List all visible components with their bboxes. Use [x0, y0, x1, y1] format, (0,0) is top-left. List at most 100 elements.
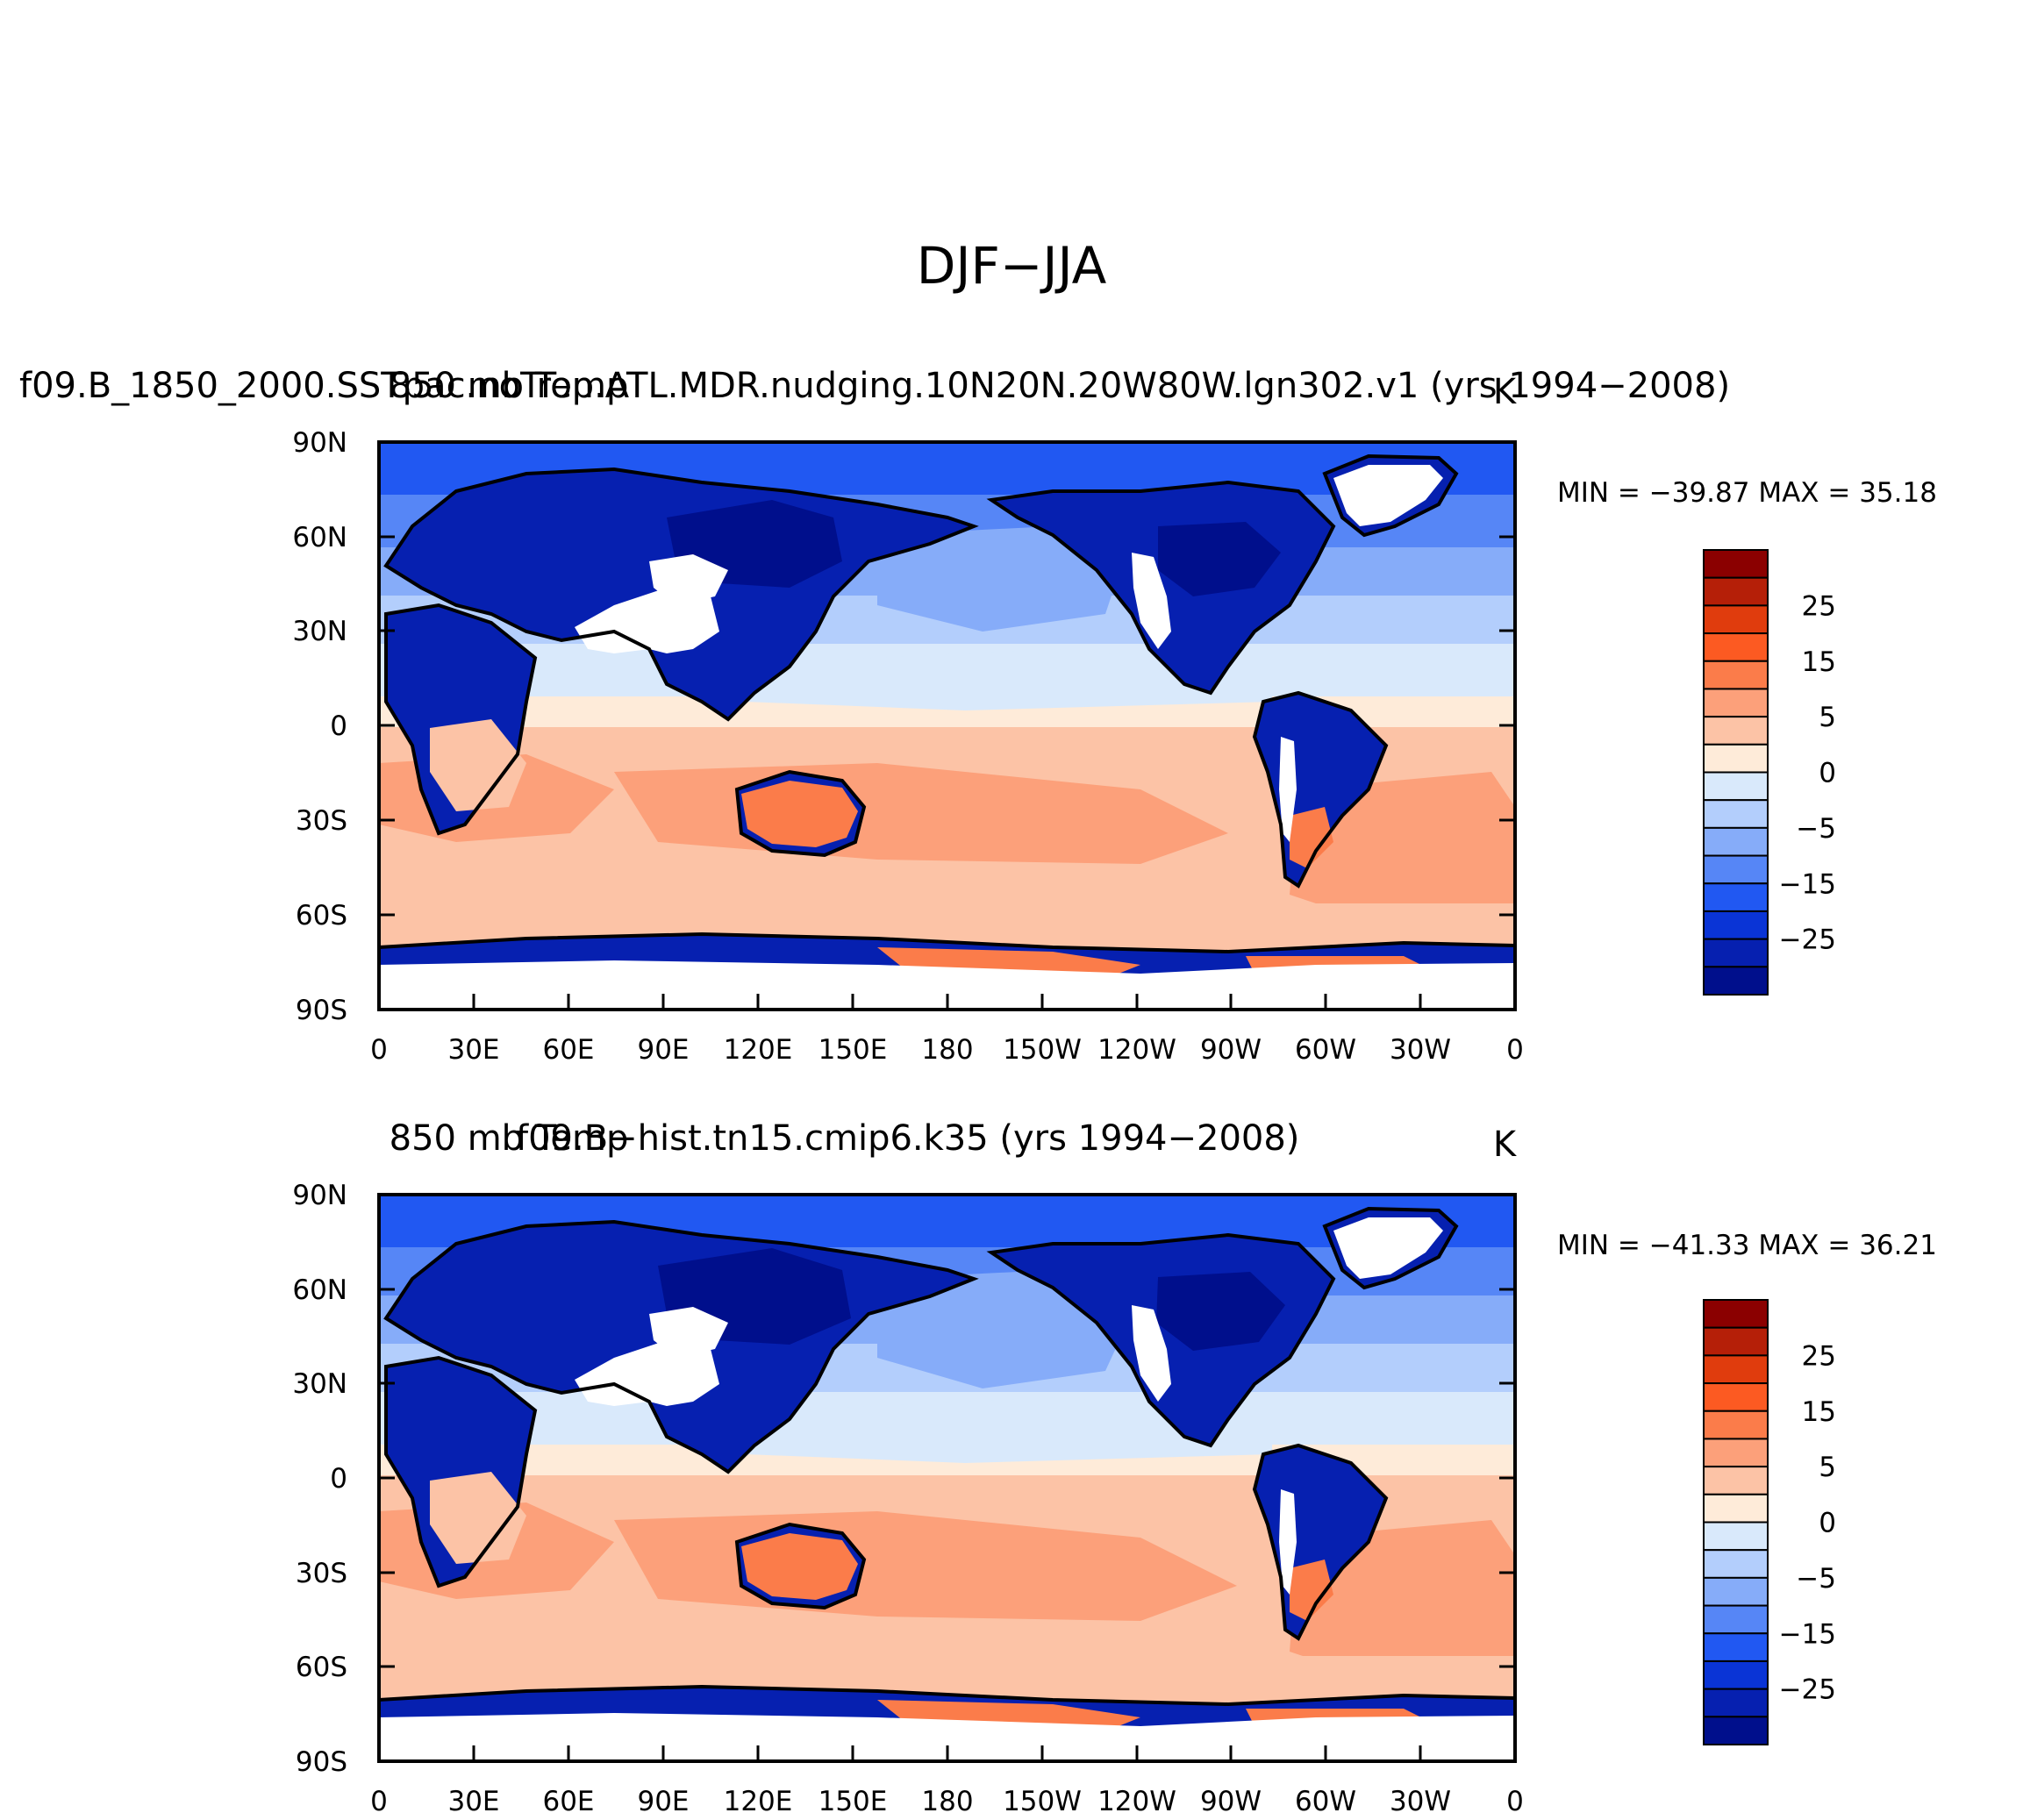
colorbar-swatch: [1703, 1438, 1769, 1468]
panel-1: 850 mb Temp f09.B_1850_2000.SSTpac.noTro…: [19, 366, 1937, 1066]
colorbar-label: 25: [1802, 1340, 1836, 1372]
lon-label: 120W: [1097, 1786, 1176, 1816]
lon-label: 0: [370, 1034, 388, 1066]
colorbar-swatch: [1703, 743, 1769, 774]
colorbar-swatch: [1703, 1382, 1769, 1412]
lon-label: 30W: [1390, 1034, 1451, 1066]
colorbar-swatch: [1703, 1410, 1769, 1440]
figure-title: DJF−JJA: [917, 236, 1107, 296]
colorbar-swatch: [1703, 1659, 1769, 1690]
colorbar-swatch: [1703, 1576, 1769, 1607]
panel-2-lon-axis: 0 30E 60E 90E 120E 150E 180 150W 120W 90…: [370, 1745, 1524, 1817]
panel-2-map: [379, 1195, 1515, 1761]
colorbar-label: 0: [1819, 758, 1836, 789]
colorbar-swatch: [1703, 1604, 1769, 1635]
colorbar-swatch: [1703, 660, 1769, 690]
panel-2-center-string: 850 mb Temp: [390, 1118, 629, 1159]
colorbar-swatch: [1703, 1354, 1769, 1385]
lon-label: 120W: [1097, 1034, 1176, 1066]
colorbar-swatch: [1703, 716, 1769, 746]
panel-2-lat-axis: 90N 60N 30N 0 30S 60S 90S: [292, 1180, 1515, 1778]
lat-label: 90S: [296, 1746, 347, 1778]
colorbar-label: 15: [1802, 646, 1836, 678]
colorbar-swatch: [1703, 882, 1769, 912]
lon-label: 60E: [542, 1034, 594, 1066]
colorbar-swatch: [1703, 1632, 1769, 1662]
colorbar-swatch: [1703, 632, 1769, 662]
colorbar-swatch: [1703, 854, 1769, 885]
lon-label: 90W: [1200, 1786, 1262, 1816]
colorbar-swatch: [1703, 1549, 1769, 1579]
lon-label: 0: [370, 1786, 388, 1816]
colorbar-swatch: [1703, 910, 1769, 940]
panel-1-colorbar: 25 15 5 0 −5 −15 −25: [1703, 549, 1836, 996]
lon-label: 0: [1506, 1786, 1524, 1816]
lon-label: 180: [921, 1034, 973, 1066]
colorbar-label: −25: [1779, 924, 1836, 956]
lon-label: 60E: [542, 1786, 594, 1816]
colorbar-swatch: [1703, 1493, 1769, 1524]
colorbar-label: −25: [1779, 1674, 1836, 1706]
lat-label: 30S: [296, 1558, 347, 1589]
lat-label: 0: [330, 1463, 347, 1495]
lon-label: 90E: [637, 1034, 689, 1066]
panel-1-units: K: [1493, 372, 1518, 412]
lon-label: 180: [921, 1786, 973, 1816]
panel-1-lat-axis: 90N 60N 30N 0 30S 60S 90S: [292, 427, 1515, 1026]
lat-label: 90S: [296, 995, 347, 1026]
lon-label: 150W: [1003, 1786, 1082, 1816]
lon-label: 150W: [1003, 1034, 1082, 1066]
colorbar-swatch: [1703, 576, 1769, 607]
lat-label: 30N: [292, 616, 347, 647]
lat-label: 60N: [292, 1274, 347, 1306]
panel-2-min-max: MIN = −41.33 MAX = 36.21: [1557, 1230, 1937, 1261]
panel-1-min-max: MIN = −39.87 MAX = 35.18: [1557, 477, 1937, 509]
lon-label: 30E: [447, 1034, 499, 1066]
lon-label: 30W: [1390, 1786, 1451, 1816]
panel-2-units: K: [1493, 1124, 1518, 1165]
colorbar-swatch: [1703, 604, 1769, 635]
panel-1-map: [379, 442, 1515, 1010]
lon-label: 90E: [637, 1786, 689, 1816]
colorbar-swatch: [1703, 938, 1769, 968]
colorbar-swatch: [1703, 771, 1769, 802]
colorbar-swatch: [1703, 799, 1769, 829]
lat-label: 90N: [292, 427, 347, 459]
lon-label: 60W: [1295, 1786, 1356, 1816]
lat-label: 60S: [296, 1652, 347, 1683]
lon-label: 120E: [724, 1034, 793, 1066]
panel-1-lon-axis: 0 30E 60E 90E 120E 150E 180 150W 120W 90…: [370, 994, 1524, 1066]
colorbar-swatch: [1703, 826, 1769, 857]
lat-label: 30N: [292, 1368, 347, 1400]
colorbar-swatch: [1703, 966, 1769, 996]
colorbar-swatch: [1703, 549, 1769, 579]
lon-label: 60W: [1295, 1034, 1356, 1066]
lat-label: 60S: [296, 900, 347, 931]
panel-1-left-string: f09.B_1850_2000.SSTpac.noTrop.ATL.MDR.nu…: [19, 366, 1730, 406]
colorbar-swatch: [1703, 1688, 1769, 1718]
colorbar-swatch: [1703, 1466, 1769, 1495]
colorbar-label: −15: [1779, 1618, 1836, 1650]
panel-2: 850 mb Temp f09.B−hist.tn15.cmip6.k35 (y…: [292, 1118, 1937, 1817]
lon-label: 150E: [818, 1034, 888, 1066]
panel-2-colorbar: 25 15 5 0 −5 −15 −25: [1703, 1299, 1836, 1745]
colorbar-label: −15: [1779, 868, 1836, 900]
lon-label: 0: [1506, 1034, 1524, 1066]
lat-label: 0: [330, 710, 347, 742]
colorbar-label: 25: [1802, 590, 1836, 622]
panel-2-left-string: f09.B−hist.tn15.cmip6.k35 (yrs 1994−2008…: [516, 1118, 1299, 1159]
colorbar-label: 5: [1819, 702, 1836, 733]
lon-label: 120E: [724, 1786, 793, 1816]
colorbar-label: −5: [1796, 1563, 1836, 1595]
colorbar-label: 5: [1819, 1452, 1836, 1483]
lon-label: 30E: [447, 1786, 499, 1816]
colorbar-swatch: [1703, 1326, 1769, 1357]
colorbar-label: 0: [1819, 1508, 1836, 1539]
colorbar-swatch: [1703, 688, 1769, 718]
lon-label: 150E: [818, 1786, 888, 1816]
colorbar-swatch: [1703, 1299, 1769, 1329]
colorbar-swatch: [1703, 1716, 1769, 1745]
panel-1-center-string: 850 mb Temp: [390, 366, 629, 406]
lat-label: 30S: [296, 805, 347, 837]
